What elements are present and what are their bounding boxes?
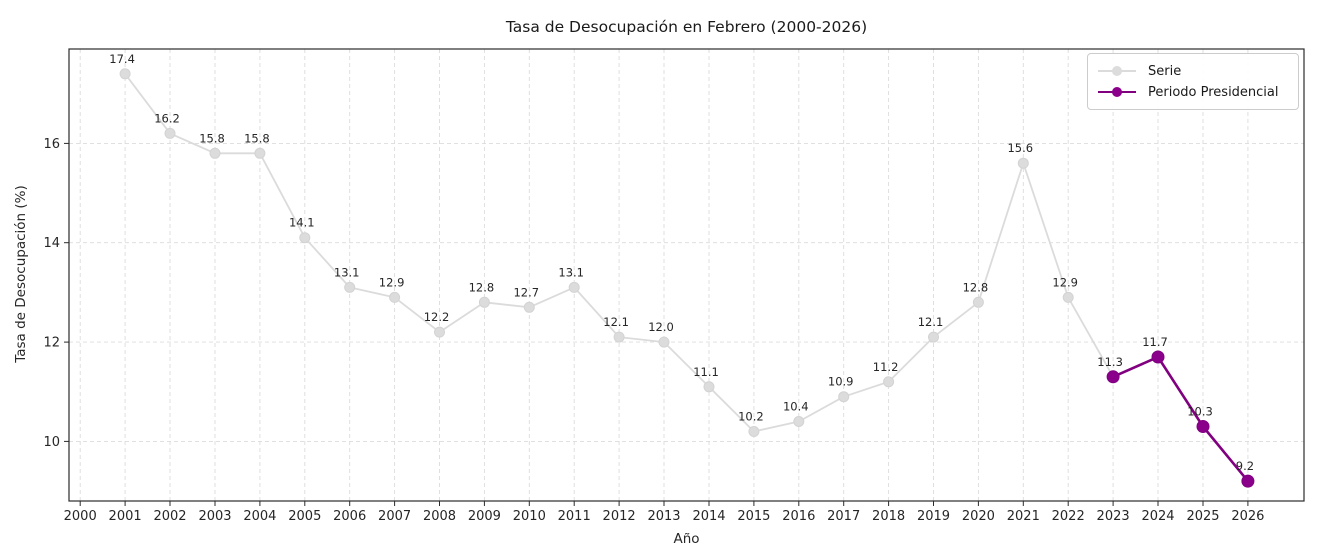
x-tick-label: 2016 [782, 509, 815, 524]
data-point-marker [254, 147, 266, 159]
data-point-marker [928, 331, 939, 343]
legend-line-marker-icon [1098, 65, 1136, 77]
x-tick-label: 2026 [1231, 509, 1264, 524]
data-point-label: 12.1 [603, 315, 629, 329]
data-point-label: 17.4 [109, 52, 135, 66]
data-point-marker [838, 391, 850, 403]
legend-label: Periodo Presidencial [1148, 84, 1279, 100]
x-tick-label: 2000 [64, 509, 97, 524]
x-tick-label: 2019 [917, 509, 950, 524]
chart-title: Tasa de Desocupación en Febrero (2000-20… [505, 18, 868, 36]
data-point-marker [389, 291, 401, 303]
data-point-label: 12.9 [1052, 275, 1078, 289]
data-point-label: 12.8 [963, 280, 989, 294]
data-point-label: 12.7 [513, 285, 539, 299]
x-axis-label: Año [673, 531, 700, 547]
legend-label: Serie [1148, 63, 1182, 79]
data-point-marker [748, 426, 760, 437]
x-tick-label: 2003 [198, 509, 231, 524]
x-tick-label: 2005 [288, 509, 321, 524]
data-point-label: 12.0 [648, 320, 674, 334]
data-point-marker [1196, 420, 1210, 433]
data-point-label: 15.6 [1007, 141, 1033, 155]
x-tick-label: 2013 [647, 509, 680, 524]
x-tick-label: 2007 [378, 509, 411, 524]
x-tick-label: 2024 [1141, 509, 1174, 524]
x-tick-label: 2001 [109, 509, 142, 524]
data-point-label: 12.1 [918, 315, 944, 329]
data-point-label: 16.2 [154, 111, 180, 125]
data-point-label: 11.2 [873, 360, 899, 374]
x-tick-label: 2020 [962, 509, 995, 524]
legend-line-marker-icon [1098, 86, 1136, 98]
data-point-marker [119, 68, 131, 80]
data-point-label: 9.2 [1236, 459, 1254, 473]
x-tick-label: 2009 [468, 509, 501, 524]
data-point-label: 13.1 [558, 265, 584, 279]
legend-entry: Periodo Presidencial [1098, 85, 1288, 100]
data-point-label: 10.9 [828, 375, 854, 389]
x-tick-label: 2002 [153, 509, 186, 524]
data-point-marker [164, 127, 176, 139]
y-axis-label: Tasa de Desocupación (%) [13, 185, 29, 363]
data-point-label: 10.4 [783, 400, 809, 414]
x-tick-label: 2021 [1007, 509, 1040, 524]
data-point-label: 11.7 [1142, 335, 1168, 349]
data-point-marker [1017, 157, 1029, 169]
data-point-label: 11.3 [1097, 355, 1123, 369]
data-point-marker [568, 281, 580, 293]
x-tick-label: 2008 [423, 509, 456, 524]
y-tick-label: 12 [43, 336, 60, 351]
data-point-marker [209, 147, 221, 159]
legend-entry: Serie [1098, 64, 1288, 79]
x-tick-label: 2011 [558, 509, 591, 524]
data-point-marker [703, 381, 715, 393]
y-tick-label: 10 [43, 435, 60, 450]
data-point-marker [434, 326, 445, 338]
data-point-marker [793, 416, 805, 427]
data-point-marker [478, 296, 490, 308]
data-point-label: 12.9 [379, 275, 405, 289]
data-point-label: 15.8 [199, 131, 225, 145]
x-tick-label: 2015 [737, 509, 770, 524]
x-tick-label: 2018 [872, 509, 905, 524]
x-tick-label: 2006 [333, 509, 366, 524]
series-line-periodo-presidencial [1111, 355, 1250, 483]
data-point-marker [1062, 291, 1074, 303]
legend-marker-dot [1112, 66, 1122, 76]
x-tick-label: 2004 [243, 509, 276, 524]
legend: Serie Periodo Presidencial [1087, 53, 1299, 110]
x-tick-label: 2022 [1052, 509, 1085, 524]
data-point-marker [972, 296, 984, 308]
x-tick-label: 2023 [1097, 509, 1130, 524]
y-tick-label: 14 [43, 236, 60, 251]
x-tick-label: 2012 [603, 509, 636, 524]
data-point-label: 15.8 [244, 131, 270, 145]
data-point-label: 10.3 [1187, 405, 1213, 419]
x-tick-label: 2017 [827, 509, 860, 524]
data-point-label: 10.2 [738, 410, 764, 424]
data-point-marker [658, 336, 670, 348]
data-point-marker [299, 232, 311, 244]
data-point-marker [1151, 350, 1165, 364]
y-tick-label: 16 [43, 137, 60, 152]
data-point-label: 12.2 [424, 310, 450, 324]
data-point-marker [613, 331, 625, 343]
data-point-label: 13.1 [334, 265, 360, 279]
legend-marker-dot [1112, 87, 1122, 97]
x-tick-label: 2025 [1186, 509, 1219, 524]
x-tick-label: 2010 [513, 509, 546, 524]
x-tick-label: 2014 [692, 509, 725, 524]
data-point-marker [1241, 474, 1255, 488]
data-point-label: 11.1 [693, 365, 719, 379]
data-point-marker [1106, 370, 1120, 384]
data-point-label: 14.1 [289, 216, 315, 230]
axes-spines [68, 48, 1305, 502]
data-point-marker [523, 301, 535, 313]
data-point-label: 12.8 [469, 280, 495, 294]
data-point-marker [883, 376, 895, 388]
data-point-marker [344, 281, 356, 293]
